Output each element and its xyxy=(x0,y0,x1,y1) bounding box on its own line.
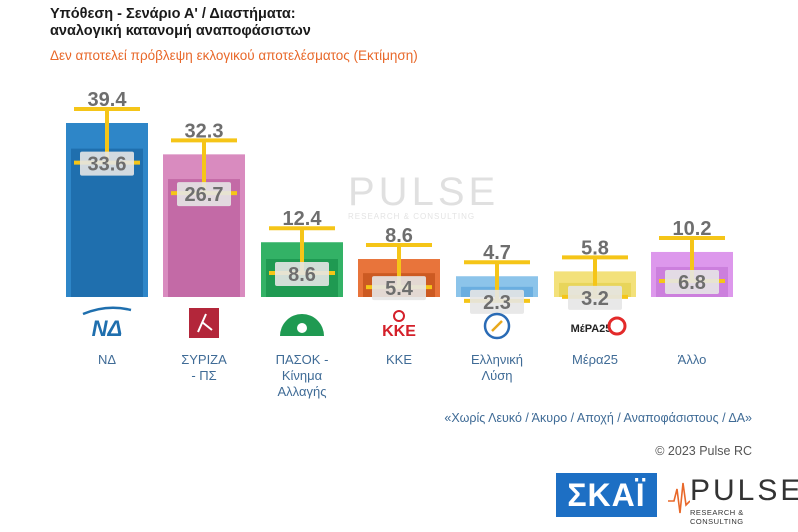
kke-logo-emblem xyxy=(393,310,405,322)
data-label-high: 10.2 xyxy=(673,218,712,240)
watermark-text: PULSE xyxy=(348,170,500,214)
data-label-low-box xyxy=(470,289,524,314)
data-label-low-box xyxy=(80,151,134,176)
data-label-low-box xyxy=(372,276,426,301)
category-label: Αλλαγής xyxy=(278,384,327,399)
nd-logo-swoosh xyxy=(82,306,132,316)
data-label-high: 4.7 xyxy=(483,242,511,264)
data-label-low: 26.7 xyxy=(185,184,224,206)
data-label-low: 2.3 xyxy=(483,292,511,314)
category-label: Μέρα25 xyxy=(572,352,618,367)
skai-logo: ΣΚΑΪ xyxy=(556,473,657,517)
data-label-low-box xyxy=(177,182,231,207)
category-label: Ελληνική xyxy=(471,352,523,367)
category-label: Λύση xyxy=(481,368,512,383)
mera25-logo-swirl xyxy=(607,316,627,336)
category-label: ΚΚΕ xyxy=(386,352,412,367)
data-label-low: 8.6 xyxy=(288,264,316,286)
data-label-low-box xyxy=(568,285,622,310)
data-label-high: 8.6 xyxy=(385,225,413,247)
data-label-low-box xyxy=(275,262,329,287)
category-label: - ΠΣ xyxy=(191,368,216,383)
chart-title: Υπόθεση - Σενάριο Α' / Διαστήματα: αναλο… xyxy=(50,6,311,40)
category-label: Άλλο xyxy=(678,352,707,367)
nd-logo: ΝΔ xyxy=(92,316,123,341)
category-label: ΠΑΣΟΚ - xyxy=(276,352,329,367)
data-label-high: 39.4 xyxy=(88,89,128,111)
pasok-logo-sun xyxy=(297,323,307,333)
watermark-subtext: RESEARCH & CONSULTING xyxy=(348,212,476,221)
pulse-logo-text: PULSE xyxy=(690,474,798,507)
data-label-high: 5.8 xyxy=(581,237,609,259)
elliniki-lysi-logo-mark xyxy=(491,320,503,332)
data-label-high: 12.4 xyxy=(283,208,323,230)
pulse-wave-icon xyxy=(668,482,690,514)
pulse-logo: PULSE RESEARCH & CONSULTING xyxy=(668,475,798,526)
data-label-high: 32.3 xyxy=(185,120,224,142)
data-label-low-box xyxy=(665,269,719,294)
category-label: ΣΥΡΙΖΑ xyxy=(181,352,227,367)
data-label-low: 33.6 xyxy=(88,154,127,176)
data-label-low: 5.4 xyxy=(385,278,414,300)
category-label: ΝΔ xyxy=(98,352,116,367)
kke-logo: ΚΚΕ xyxy=(382,323,416,340)
chart-subtitle: Δεν αποτελεί πρόβλεψη εκλογικού αποτελέσ… xyxy=(50,48,418,63)
syriza-logo-mark xyxy=(197,313,213,333)
pulse-watermark: PULSE RESEARCH & CONSULTING xyxy=(348,172,498,234)
pulse-logo-subtext: RESEARCH & CONSULTING xyxy=(690,508,744,526)
data-label-low: 6.8 xyxy=(678,272,706,294)
category-label: Κίνημα xyxy=(282,368,323,383)
data-label-low: 3.2 xyxy=(581,288,609,310)
copyright: © 2023 Pulse RC xyxy=(655,444,752,458)
chart-title-line2: αναλογική κατανομή αναποφάσιστων xyxy=(50,23,311,39)
chart-title-line1: Υπόθεση - Σενάριο Α' / Διαστήματα: xyxy=(50,6,296,22)
footnote: «Χωρίς Λευκό / Άκυρο / Αποχή / Αναποφάσι… xyxy=(444,411,752,425)
mera25-logo: ΜέΡΑ25 xyxy=(571,323,612,335)
